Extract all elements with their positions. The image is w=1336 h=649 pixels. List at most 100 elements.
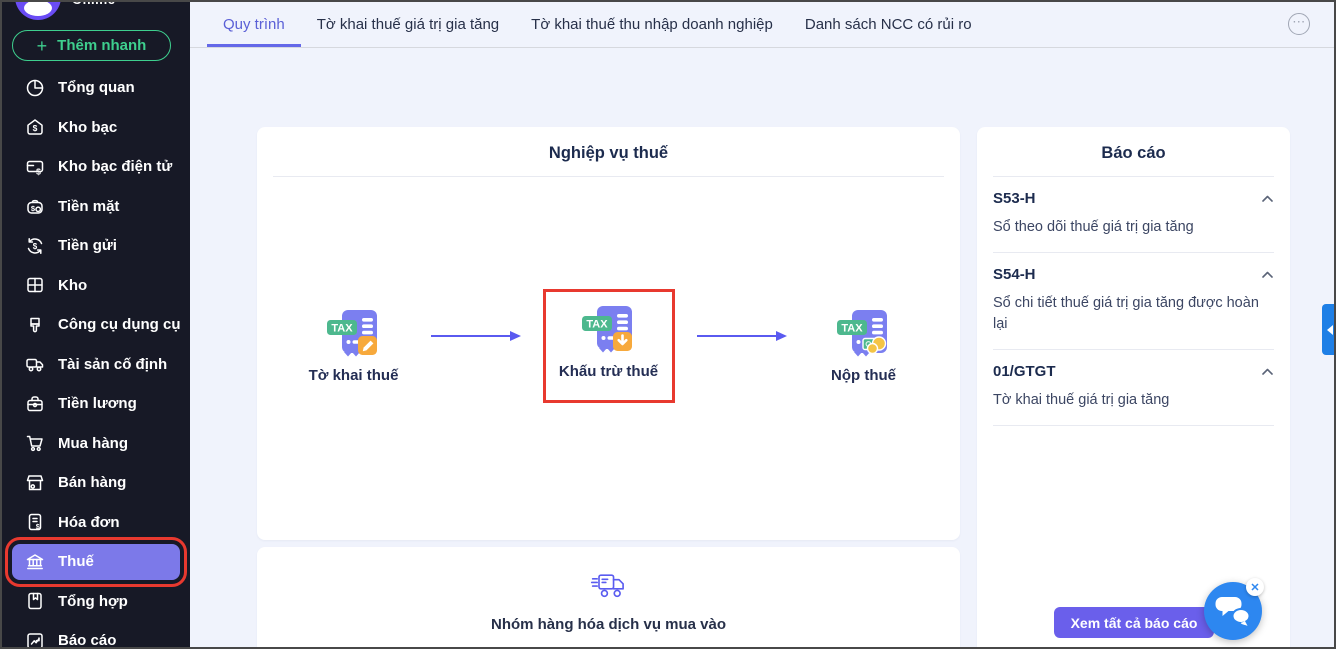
- report-chart-icon: [27, 633, 43, 647]
- report-item-3[interactable]: 01/GTGT Tờ khai thuế giá trị gia tăng: [993, 350, 1274, 427]
- svg-text:$: $: [36, 524, 40, 531]
- sidebar-item-bank[interactable]: Thuế: [5, 536, 187, 587]
- bank-icon: [26, 554, 44, 569]
- chevron-left-icon: [1327, 324, 1333, 335]
- sidebar-item-report-chart[interactable]: Báo cáo: [2, 621, 190, 649]
- workflow-step-1[interactable]: TAX Tờ khai thuế: [299, 309, 409, 384]
- sidebar-item-deposit[interactable]: $ Tiền gửi: [2, 226, 190, 266]
- tab-bar: Quy trình Tờ khai thuế giá trị gia tăng Tờ…: [190, 2, 1334, 48]
- report-code: S54-H: [993, 266, 1036, 284]
- purchase-group-label: Nhóm hàng hóa dịch vụ mua vào: [490, 616, 727, 633]
- vault-icon: $: [27, 119, 43, 135]
- deposit-icon: $: [27, 237, 43, 254]
- report-panel-title: Báo cáo: [993, 127, 1274, 177]
- ellipsis-icon[interactable]: ⋯: [1288, 13, 1310, 35]
- sidebar-item-label: Hóa đơn: [58, 513, 120, 531]
- tax-doc-money-icon: TAX: [836, 309, 887, 356]
- chevron-up-icon: [1262, 271, 1273, 279]
- svg-text:$: $: [36, 166, 41, 176]
- chat-bubbles-icon: [1215, 597, 1251, 627]
- view-all-reports-button[interactable]: Xem tất cả báo cáo: [1054, 607, 1214, 638]
- tab-1[interactable]: Quy trình: [207, 2, 301, 47]
- sidebar-item-label: Kho bạc điện tử: [58, 158, 173, 176]
- quick-add-button[interactable]: + Thêm nhanh: [12, 30, 171, 61]
- workflow-step-2[interactable]: TAX Khấu trừ thuế: [542, 289, 675, 403]
- report-panel: Báo cáo S53-H Sổ theo dõi thuế giá trị g…: [977, 127, 1290, 647]
- cart-icon: [26, 436, 43, 452]
- sidebar-item-store[interactable]: Bán hàng: [2, 463, 190, 503]
- report-code: 01/GTGT: [993, 362, 1056, 380]
- sidebar-item-label: Tài sản cố định: [58, 355, 168, 373]
- tab-4[interactable]: Danh sách NCC có rủi ro: [804, 16, 972, 33]
- delivery-truck-icon: [257, 569, 960, 610]
- arrow-right-icon: [430, 331, 521, 341]
- sidebar-item-label: Tiền gửi: [58, 237, 117, 255]
- report-description: Sổ theo dõi thuế giá trị gia tăng: [993, 219, 1194, 235]
- report-description: Sổ chi tiết thuế giá trị gia tăng được h…: [993, 295, 1259, 332]
- sidebar-item-label: Báo cáo: [58, 632, 117, 649]
- tools-icon: [30, 317, 40, 333]
- tab-2[interactable]: Tờ khai thuế giá trị gia tăng: [316, 16, 500, 33]
- report-description: Tờ khai thuế giá trị gia tăng: [993, 391, 1170, 408]
- sidebar-item-label: Tổng hợp: [58, 592, 128, 610]
- sidebar-item-book[interactable]: Tổng hợp: [2, 582, 190, 622]
- sidebar-item-invoice[interactable]: $ Hóa đơn: [2, 503, 190, 543]
- tax-workflow-card: Nghiệp vụ thuế TAX Tờ khai thuế TAX Khấu…: [257, 127, 960, 540]
- cash-icon: $: [27, 200, 43, 214]
- sidebar-item-label: Tổng quan: [58, 79, 135, 97]
- sidebar-item-e-vault[interactable]: $ Kho bạc điện tử: [2, 147, 190, 187]
- sidebar-item-cash[interactable]: $ Tiền mặt: [2, 187, 190, 227]
- sidebar-item-label: Công cụ dụng cụ: [58, 316, 181, 334]
- sidebar-item-label: Tiền mặt: [58, 197, 120, 215]
- quick-add-label: Thêm nhanh: [57, 37, 147, 54]
- briefcase-icon: [27, 396, 43, 411]
- sidebar-item-label: Thuế: [58, 553, 94, 571]
- chevron-up-icon: [1262, 195, 1273, 202]
- workflow-arrow: [696, 329, 787, 347]
- workflow-step-label: Nộp thuế: [831, 366, 896, 384]
- sidebar: Online + Thêm nhanh Tổng quan $ Kho bạc $ Kh…: [2, 2, 190, 647]
- e-vault-icon: $: [26, 160, 44, 176]
- invoice-icon: $: [28, 514, 42, 531]
- sidebar-item-briefcase[interactable]: Tiền lương: [2, 384, 190, 424]
- store-icon: [26, 475, 44, 490]
- sidebar-item-truck[interactable]: Tài sản cố định: [2, 345, 190, 385]
- sidebar-item-pie-chart[interactable]: Tổng quan: [2, 68, 190, 108]
- report-item-1[interactable]: S53-H Sổ theo dõi thuế giá trị gia tăng: [993, 177, 1274, 254]
- tax-doc-pencil-icon: TAX: [326, 309, 377, 356]
- tax-workflow: TAX Tờ khai thuế TAX Khấu trừ thuế TAX N…: [257, 289, 960, 403]
- svg-text:$: $: [31, 204, 36, 213]
- sidebar-item-warehouse[interactable]: Kho: [2, 266, 190, 306]
- report-list: S53-H Sổ theo dõi thuế giá trị gia tăng …: [977, 177, 1290, 427]
- sidebar-item-vault[interactable]: $ Kho bạc: [2, 108, 190, 148]
- sidebar-item-tools[interactable]: Công cụ dụng cụ: [2, 305, 190, 345]
- sidebar-item-label: Kho bạc: [58, 118, 118, 136]
- pie-chart-icon: [26, 79, 44, 96]
- workflow-title: Nghiệp vụ thuế: [273, 127, 944, 177]
- sidebar-item-label: Bán hàng: [58, 474, 127, 492]
- warehouse-icon: [27, 278, 43, 293]
- brand-logo-icon: [15, 2, 61, 20]
- report-code: S53-H: [993, 190, 1036, 207]
- purchase-group-card[interactable]: Nhóm hàng hóa dịch vụ mua vào: [257, 547, 960, 647]
- sidebar-item-label: Tiền lương: [58, 395, 137, 413]
- sidebar-nav: Tổng quan $ Kho bạc $ Kho bạc điện tử $ Tiền m…: [2, 68, 190, 649]
- svg-text:$: $: [33, 242, 38, 251]
- chat-close-button[interactable]: ✕: [1246, 578, 1264, 596]
- svg-text:TAX: TAX: [841, 322, 863, 334]
- truck-icon: [26, 359, 44, 372]
- tab-3[interactable]: Tờ khai thuế thu nhập doanh nghiệp: [531, 16, 773, 33]
- sidebar-item-cart[interactable]: Mua hàng: [2, 424, 190, 464]
- svg-text:TAX: TAX: [586, 319, 608, 331]
- sidebar-item-label: Kho: [58, 276, 88, 294]
- plus-icon: +: [36, 35, 48, 56]
- report-item-2[interactable]: S54-H Sổ chi tiết thuế giá trị gia tăng …: [993, 253, 1274, 350]
- delivery-truck-icon: [590, 574, 624, 598]
- workflow-step-3[interactable]: TAX Nộp thuế: [809, 309, 919, 384]
- arrow-right-icon: [696, 331, 787, 341]
- svg-text:$: $: [33, 123, 38, 133]
- chevron-up-icon: [1262, 368, 1273, 375]
- svg-text:TAX: TAX: [331, 322, 353, 334]
- panel-collapse-handle[interactable]: [1322, 304, 1334, 355]
